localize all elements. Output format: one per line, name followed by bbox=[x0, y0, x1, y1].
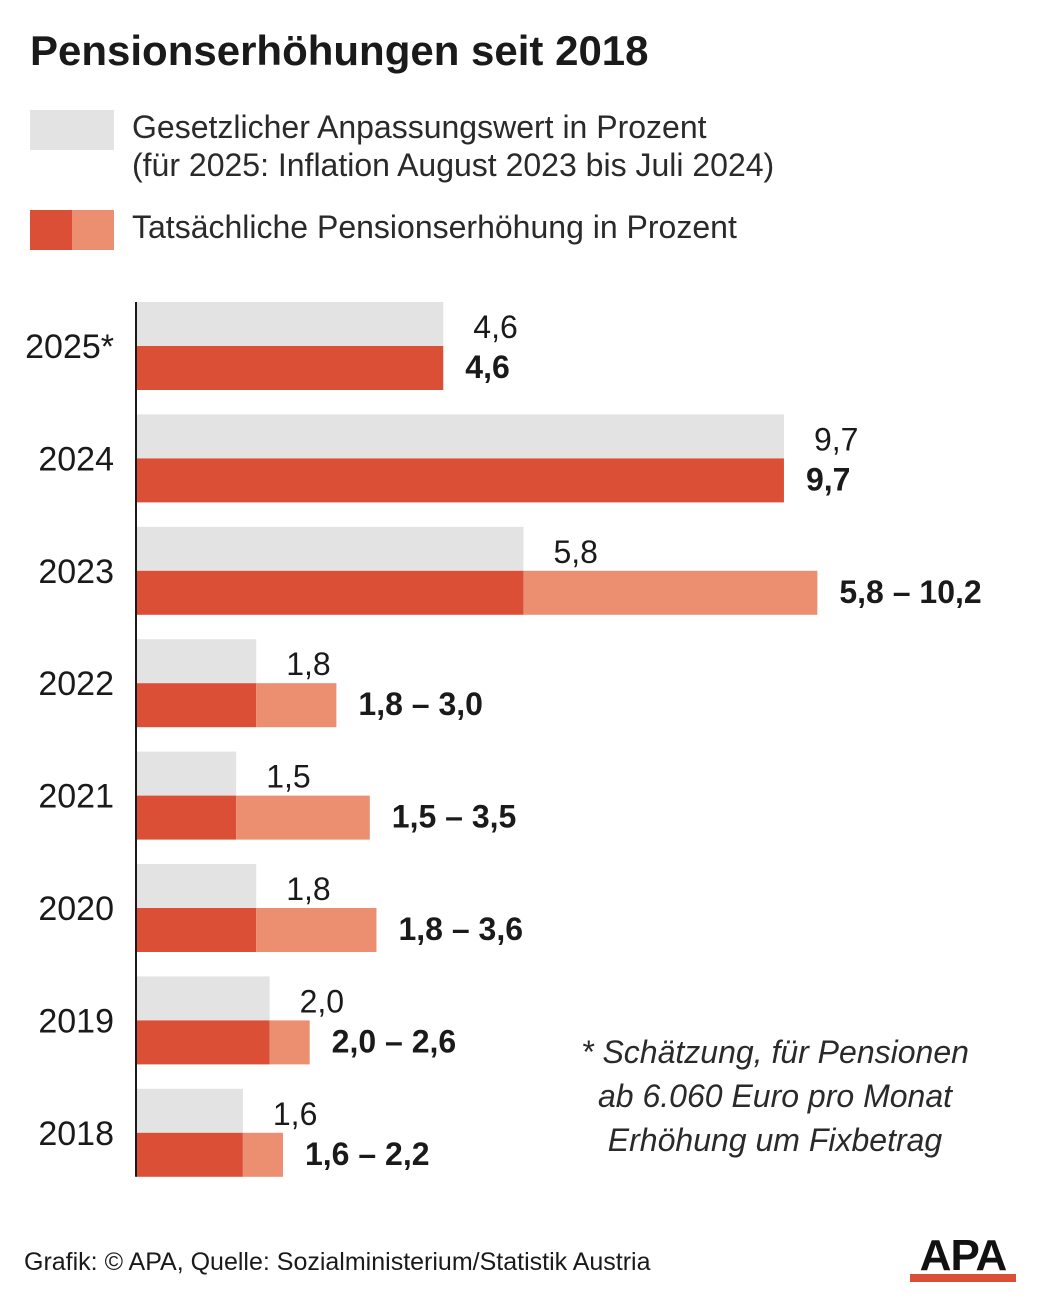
label-statutory-7: 1,6 bbox=[273, 1096, 317, 1132]
bar-actual-range-4 bbox=[236, 795, 370, 840]
label-actual-6: 2,0 – 2,6 bbox=[332, 1023, 457, 1059]
label-statutory-1: 9,7 bbox=[814, 421, 858, 457]
bar-statutory-0 bbox=[136, 302, 444, 346]
label-statutory-5: 1,8 bbox=[286, 871, 330, 907]
label-statutory-0: 4,6 bbox=[473, 309, 517, 345]
year-label-4: 2021 bbox=[38, 778, 114, 816]
label-actual-4: 1,5 – 3,5 bbox=[392, 799, 517, 835]
chart-title: Pensionserhöhungen seit 2018 bbox=[30, 27, 649, 74]
bar-statutory-4 bbox=[136, 751, 237, 796]
label-actual-0: 4,6 bbox=[465, 349, 509, 385]
source-credit: Grafik: © APA, Quelle: Sozialministerium… bbox=[24, 1248, 651, 1276]
year-label-5: 2020 bbox=[38, 890, 114, 928]
legend-label-statutory-line1: Gesetzlicher Anpassungswert in Prozent bbox=[132, 109, 707, 145]
year-label-3: 2022 bbox=[38, 665, 114, 703]
apa-logo-bar bbox=[910, 1274, 1016, 1282]
bar-statutory-2 bbox=[136, 526, 524, 571]
footnote-line-2: ab 6.060 Euro pro Monat bbox=[597, 1078, 952, 1114]
legend-statutory: Gesetzlicher Anpassungswert in Prozent (… bbox=[30, 108, 930, 190]
bar-statutory-3 bbox=[136, 639, 257, 684]
footnote: * Schätzung, für Pensionen ab 6.060 Euro… bbox=[540, 1030, 1010, 1162]
bar-statutory-5 bbox=[136, 864, 257, 908]
bar-actual-base-4 bbox=[136, 795, 237, 840]
bar-actual-range-5 bbox=[256, 908, 377, 952]
label-actual-5: 1,8 – 3,6 bbox=[398, 911, 523, 947]
footnote-line-3: Erhöhung um Fixbetrag bbox=[607, 1122, 943, 1158]
bar-actual-base-1 bbox=[136, 458, 784, 503]
bar-actual-range-2 bbox=[523, 570, 818, 615]
legend-swatch-actual-range bbox=[72, 210, 114, 250]
legend-label-statutory-line2: (für 2025: Inflation August 2023 bis Jul… bbox=[132, 147, 775, 183]
legend-swatch-statutory bbox=[30, 110, 114, 150]
bar-actual-base-6 bbox=[136, 1020, 270, 1065]
year-label-6: 2019 bbox=[38, 1002, 114, 1040]
bar-actual-base-0 bbox=[136, 346, 444, 390]
year-label-7: 2018 bbox=[38, 1115, 114, 1153]
label-statutory-6: 2,0 bbox=[300, 983, 344, 1019]
apa-logo-text: APA bbox=[920, 1232, 1007, 1280]
bar-actual-base-2 bbox=[136, 570, 524, 615]
bar-statutory-6 bbox=[136, 976, 270, 1021]
year-label-0: 2025* bbox=[25, 328, 114, 366]
bar-actual-base-7 bbox=[136, 1132, 243, 1177]
footnote-line-1: * Schätzung, für Pensionen bbox=[581, 1034, 969, 1070]
bar-actual-range-3 bbox=[256, 683, 337, 728]
apa-logo: APA bbox=[910, 1232, 1016, 1282]
year-label-2: 2023 bbox=[38, 553, 114, 591]
bar-statutory-1 bbox=[136, 414, 784, 459]
label-statutory-3: 1,8 bbox=[286, 646, 330, 682]
legend-swatch-actual-base bbox=[30, 210, 72, 250]
bar-actual-range-7 bbox=[242, 1132, 283, 1177]
legend-label-actual: Tatsächliche Pensionserhöhung in Prozent bbox=[132, 209, 737, 245]
label-actual-7: 1,6 – 2,2 bbox=[305, 1136, 430, 1172]
bar-chart: 2025* 4,6 4,6 2024 9,7 9,7 2023 5,8 5,8 – 10,2 20… bbox=[25, 302, 982, 1177]
bar-statutory-7 bbox=[136, 1088, 243, 1133]
legend-label-statutory: Gesetzlicher Anpassungswert in Prozent (… bbox=[132, 108, 774, 184]
bar-actual-base-3 bbox=[136, 683, 257, 728]
label-actual-3: 1,8 – 3,0 bbox=[358, 686, 483, 722]
label-actual-1: 9,7 bbox=[806, 461, 850, 497]
label-statutory-2: 5,8 bbox=[553, 534, 597, 570]
label-statutory-4: 1,5 bbox=[266, 759, 310, 795]
year-label-1: 2024 bbox=[38, 440, 114, 478]
bar-actual-range-6 bbox=[269, 1020, 310, 1065]
bar-actual-base-5 bbox=[136, 908, 257, 952]
label-actual-2: 5,8 – 10,2 bbox=[839, 574, 981, 610]
legend-actual: Tatsächliche Pensionserhöhung in Prozent bbox=[30, 209, 930, 250]
